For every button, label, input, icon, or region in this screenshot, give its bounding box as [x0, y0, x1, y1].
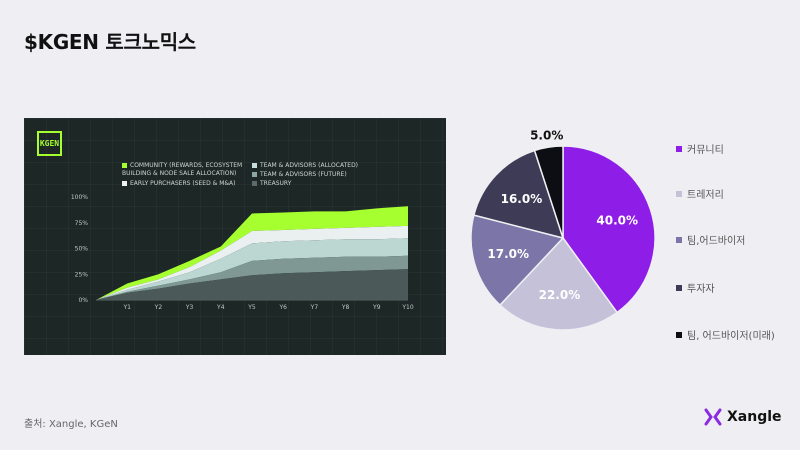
- page-title: $KGEN 토크노믹스: [24, 30, 196, 54]
- x-tick-label: Y7: [310, 304, 319, 311]
- legend-item: COMMUNITY (REWARDS, ECOSYSTEM BUILDING & …: [122, 162, 242, 178]
- y-tick-label: 50%: [75, 246, 89, 253]
- pie-legend-item: 커뮤니티: [676, 141, 724, 156]
- x-tick-label: Y6: [278, 304, 287, 311]
- area-series-1: [96, 269, 408, 300]
- area-series-4: [96, 225, 408, 300]
- x-tick-label: Y3: [185, 304, 194, 311]
- x-tick-label: Y8: [341, 304, 350, 311]
- legend-swatch: [122, 181, 127, 186]
- pie-slice-2: [498, 236, 619, 331]
- pie-data-label: 5.0%: [530, 128, 563, 142]
- pie-legend-swatch: [676, 190, 682, 197]
- brand-name: Xangle: [727, 409, 782, 425]
- y-tick-label: 0%: [78, 297, 88, 304]
- legend-item: TEAM & ADVISORS (FUTURE): [252, 171, 347, 179]
- pie-slice-1: [562, 145, 656, 314]
- pie-data-label: 17.0%: [487, 247, 529, 261]
- pie-legend-label: 팀, 어드바이저(미래): [687, 331, 775, 342]
- legend-label: TREASURY: [260, 180, 292, 187]
- pie-legend-label: 팀,어드바이저: [687, 236, 746, 247]
- pie-legend-label: 커뮤니티: [687, 145, 724, 156]
- source-note: 출처: Xangle, KGeN: [24, 419, 118, 430]
- legend-swatch: [252, 172, 257, 177]
- pie-legend-label: 트레저리: [687, 190, 724, 201]
- pie-slice-5: [533, 145, 564, 239]
- legend-item: TEAM & ADVISORS (ALLOCATED): [252, 162, 358, 170]
- x-tick-label: Y10: [401, 304, 413, 311]
- area-series-2: [96, 255, 408, 300]
- legend-swatch: [122, 163, 127, 168]
- x-tick-label: Y9: [372, 304, 381, 311]
- x-tick-label: Y1: [122, 304, 131, 311]
- pie-legend-item: 트레저리: [676, 186, 724, 201]
- legend-item: EARLY PURCHASERS (SEED & M&A): [122, 180, 236, 188]
- pie-legend-swatch: [676, 145, 682, 152]
- y-tick-label: 25%: [75, 271, 89, 278]
- pie-slice-4: [472, 149, 565, 240]
- legend-swatch: [252, 163, 257, 168]
- legend-swatch: [252, 181, 257, 186]
- x-tick-label: Y5: [247, 304, 256, 311]
- pie-data-label: 22.0%: [539, 288, 581, 302]
- area-series-3: [96, 238, 408, 300]
- brand-logo: Xangle: [704, 408, 782, 426]
- area-chart-panel: KGEN COMMUNITY (REWARDS, ECOSYSTEM BUILDI…: [24, 118, 446, 355]
- y-tick-label: 75%: [75, 220, 89, 227]
- legend-label: TEAM & ADVISORS (ALLOCATED): [260, 162, 359, 169]
- pie-chart-wrap: 40.0% 22.0% 17.0% 16.0% 5.0%: [460, 110, 670, 344]
- pie-legend-item: 투자자: [676, 280, 715, 295]
- y-tick-label: 100%: [71, 194, 88, 201]
- x-tick-label: Y2: [154, 304, 163, 311]
- pie-legend-swatch: [676, 236, 682, 243]
- pie-legend-swatch: [676, 284, 682, 291]
- pie-slice-3: [470, 214, 565, 307]
- legend-item: TREASURY: [252, 180, 291, 188]
- pie-legend-swatch: [676, 331, 682, 338]
- legend-label: TEAM & ADVISORS (FUTURE): [260, 171, 347, 178]
- pie-data-label: 40.0%: [596, 213, 638, 227]
- x-tick-label: Y4: [216, 304, 225, 311]
- kgen-logo: KGEN: [37, 131, 62, 156]
- pie-legend-label: 투자자: [687, 284, 715, 295]
- xangle-x-icon: [704, 408, 722, 426]
- legend-label: EARLY PURCHASERS (SEED & M&A): [130, 180, 236, 187]
- pie-data-label: 16.0%: [501, 192, 543, 206]
- pie-legend-item: 팀, 어드바이저(미래): [676, 327, 775, 342]
- area-series-5: [96, 206, 408, 300]
- pie-legend-item: 팀,어드바이저: [676, 232, 745, 247]
- stacked-area-chart: 0% 25% 50% 75% 100% Y1 Y2 Y3 Y4 Y5 Y6 Y7 Y8 Y9 Y10: [71, 194, 414, 311]
- pie-chart: 40.0% 22.0% 17.0% 16.0% 5.0%: [470, 128, 656, 331]
- legend-label: COMMUNITY (REWARDS, ECOSYSTEM BUILDING & …: [122, 162, 243, 177]
